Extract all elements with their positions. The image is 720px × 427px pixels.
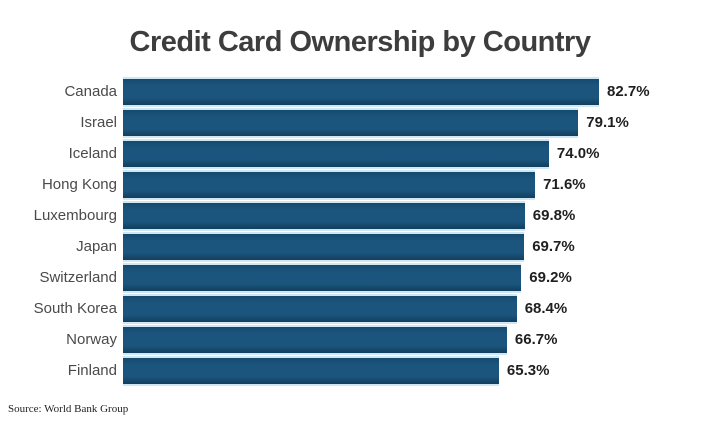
country-label: Iceland [68,145,117,162]
bar-row: Norway 66.7% [0,324,720,355]
bar [123,171,536,198]
country-label: Hong Kong [41,176,117,193]
chart-title: Credit Card Ownership by Country [129,26,591,58]
bar [123,295,517,322]
bar-row: Hong Kong 71.6% [0,169,720,200]
bar-area: 66.7% [123,324,720,355]
bar [123,326,507,353]
bar-area: 82.7% [123,76,720,107]
value-label: 68.4% [524,300,568,317]
value-label: 69.2% [529,269,572,286]
bar [123,202,525,229]
bar-row: Japan 69.7% [0,231,720,262]
bar-area: 69.7% [123,231,720,262]
bar [123,140,549,167]
bar-row: Switzerland 69.2% [0,262,720,293]
value-label: 66.7% [514,331,558,348]
bar-area: 71.6% [123,169,720,200]
value-label: 82.7% [607,83,650,100]
country-label: Finland [67,362,117,379]
country-label: Switzerland [39,269,117,286]
bar-chart: Canada 82.7% Israel 79.1% Iceland 74.0 [0,76,720,386]
bar-row: Iceland 74.0% [0,138,720,169]
bar [123,78,599,105]
bar-area: 79.1% [123,107,720,138]
bar-area: 65.3% [123,355,720,386]
value-label: 65.3% [506,362,550,379]
bar-row: Israel 79.1% [0,107,720,138]
bar-row: South Korea 68.4% [0,293,720,324]
bar-area: 68.4% [123,293,720,324]
bar-row: Luxembourg 69.8% [0,200,720,231]
source-note: Source: World Bank Group [8,403,129,415]
bar-row: Canada 82.7% [0,76,720,107]
country-label: Israel [80,114,117,131]
bar [123,109,579,136]
country-label: Canada [64,83,117,100]
value-label: 69.8% [532,207,576,224]
bar-area: 74.0% [123,138,720,169]
country-label: Japan [76,238,117,255]
country-label: Luxembourg [33,207,117,224]
value-label: 71.6% [543,176,586,193]
bar-area: 69.8% [123,200,720,231]
country-label: Norway [66,331,117,348]
country-label: South Korea [33,300,117,317]
bar [123,357,499,384]
value-label: 74.0% [556,145,600,162]
value-label: 69.7% [532,238,575,255]
bar [123,264,522,291]
bar-area: 69.2% [123,262,720,293]
bar [123,233,525,260]
value-label: 79.1% [586,114,629,131]
bar-row: Finland 65.3% [0,355,720,386]
